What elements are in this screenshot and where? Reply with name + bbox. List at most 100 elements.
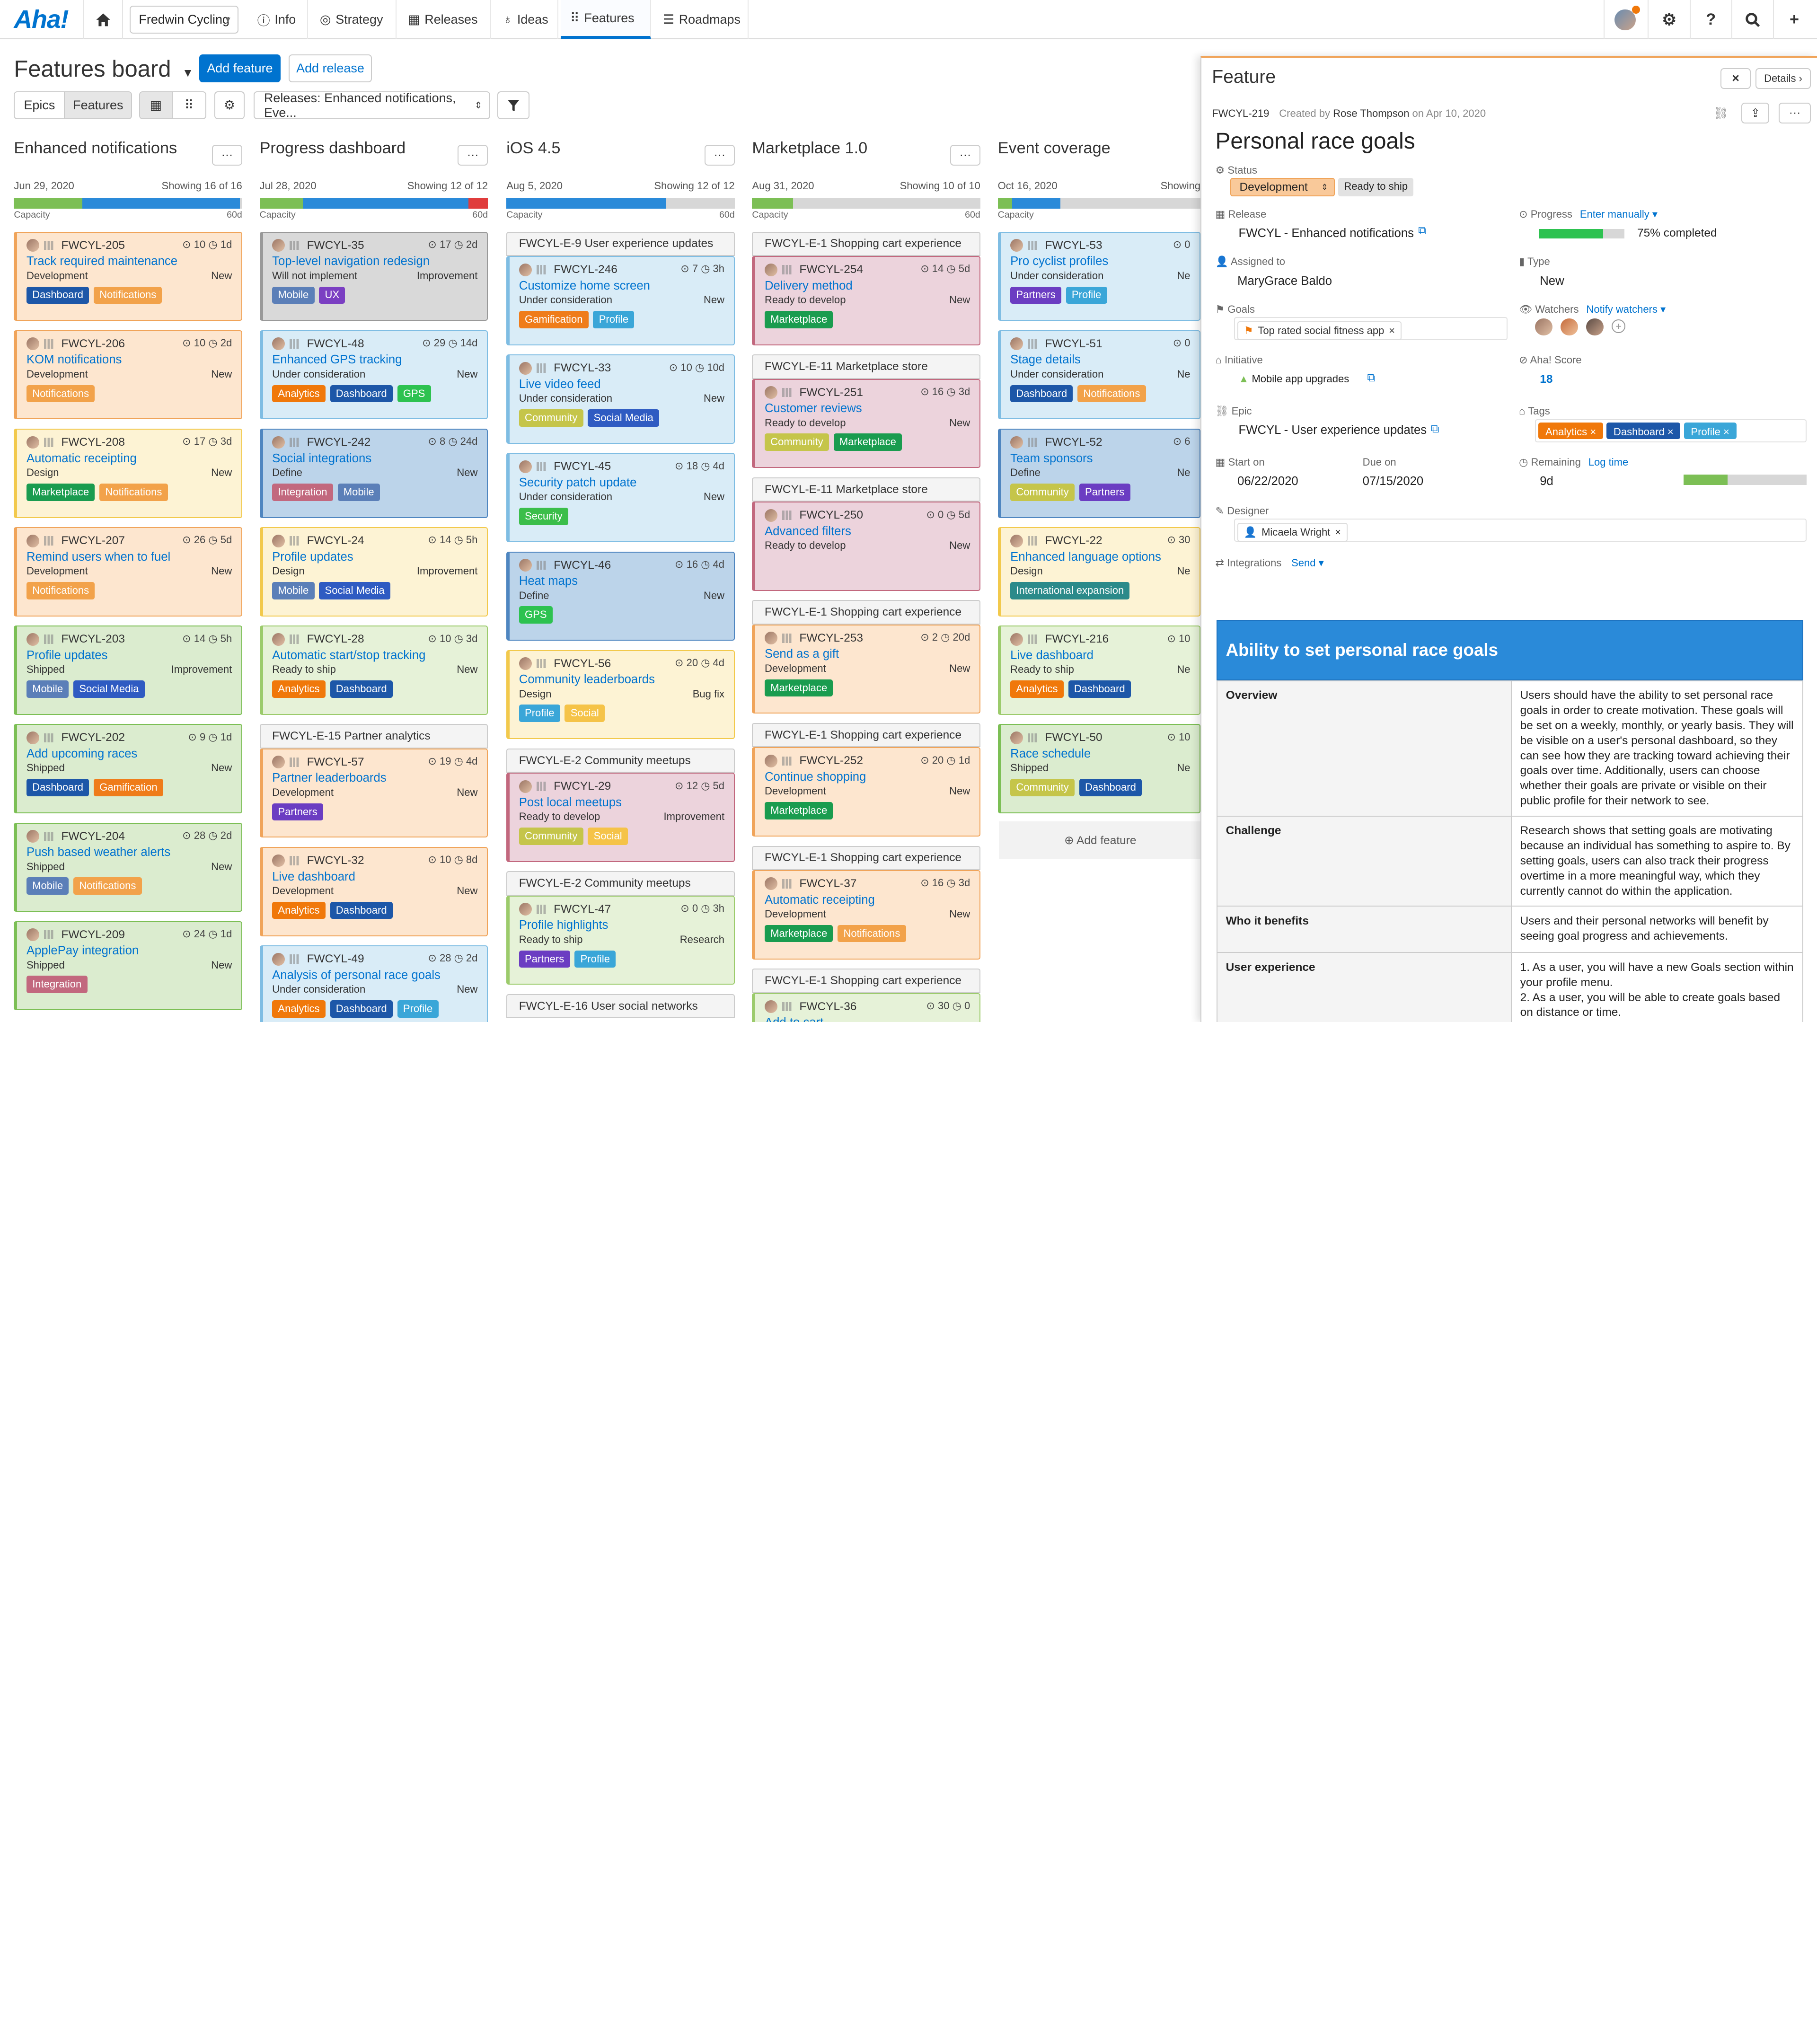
drag-handle-icon[interactable] — [536, 462, 547, 472]
due-value[interactable]: 07/15/2020 — [1362, 475, 1424, 488]
feature-title-link[interactable]: Social integrations — [272, 451, 372, 465]
feature-title-link[interactable]: Remind users when to fuel — [26, 550, 171, 564]
goals-field[interactable]: ⚑ Top rated social fitness app × — [1234, 317, 1508, 341]
feature-card[interactable]: FWCYL-209 ⊙ 24 ◷ 1d ApplePay integration Sh… — [14, 921, 242, 1011]
feature-title-link[interactable]: Live dashboard — [1010, 648, 1094, 662]
drag-handle-icon[interactable] — [536, 659, 547, 669]
tag-badge[interactable]: Community — [519, 409, 583, 427]
nav-releases[interactable]: ▦ Releases — [398, 0, 492, 40]
close-panel-icon[interactable]: × — [1720, 68, 1751, 89]
drag-handle-icon[interactable] — [536, 905, 547, 914]
search-icon[interactable] — [1731, 0, 1773, 40]
home-icon[interactable] — [83, 0, 123, 40]
feature-title-link[interactable]: Analysis of personal race goals — [272, 968, 441, 982]
feature-title-link[interactable]: Automatic receipting — [764, 893, 875, 907]
drag-handle-icon[interactable] — [782, 1002, 793, 1012]
epic-group-header[interactable]: FWCYL-E-16 User social networks — [506, 994, 735, 1019]
settings-gear-icon[interactable]: ⚙ — [1648, 0, 1689, 40]
drag-handle-icon[interactable] — [536, 265, 547, 274]
card-view-icon[interactable]: ▦ — [140, 92, 173, 119]
feature-title-link[interactable]: Add to cart — [765, 1016, 970, 1022]
board-settings-gear-icon[interactable]: ⚙ — [214, 91, 245, 120]
feature-card[interactable]: FWCYL-251 ⊙ 16 ◷ 3d Customer reviews Ready … — [752, 379, 980, 468]
tag-badge[interactable]: Integration — [26, 976, 88, 994]
feature-title-link[interactable]: Delivery method — [764, 279, 853, 292]
epic-group-header[interactable]: FWCYL-E-1 Shopping cart experience — [752, 846, 980, 871]
column-more-icon[interactable]: ··· — [704, 145, 735, 166]
feature-title-link[interactable]: Continue shopping — [764, 770, 866, 784]
feature-card[interactable]: FWCYL-51 ⊙ 0 Stage details Under considerat… — [997, 330, 1201, 420]
feature-title-link[interactable]: Security patch update — [519, 476, 637, 489]
release-name[interactable]: iOS 4.5 — [506, 139, 561, 157]
feature-title-link[interactable]: Profile highlights — [519, 918, 609, 932]
feature-card[interactable]: FWCYL-35 ⊙ 17 ◷ 2d Top-level navigation re… — [259, 231, 488, 321]
tag-badge[interactable]: Gamification — [93, 779, 163, 796]
remaining-value[interactable]: 9d — [1540, 475, 1553, 488]
tags-field[interactable]: Analytics × Dashboard × Profile × — [1535, 419, 1807, 442]
add-feature-button[interactable]: Add feature — [199, 54, 281, 82]
feature-card[interactable]: FWCYL-52 ⊙ 6 Team sponsors Define Ne Communit… — [997, 429, 1201, 518]
feature-title-link[interactable]: Automatic start/stop tracking — [272, 648, 426, 662]
epic-group-header[interactable]: FWCYL-E-1 Shopping cart experience — [752, 723, 980, 748]
feature-title-link[interactable]: Add upcoming races — [26, 747, 138, 760]
user-avatar[interactable] — [1604, 0, 1645, 40]
tag-badge[interactable]: Social Media — [319, 581, 390, 599]
drag-handle-icon[interactable] — [289, 856, 300, 865]
product-selector[interactable]: Fredwin Cycling ▼ — [130, 6, 239, 34]
external-link-icon[interactable]: ⧉ — [1418, 224, 1427, 238]
tag-badge[interactable]: Notifications — [93, 286, 162, 304]
feature-card[interactable]: FWCYL-204 ⊙ 28 ◷ 2d Push based weather ale… — [14, 822, 242, 912]
tag-badge[interactable]: Partners — [272, 803, 323, 821]
share-icon[interactable]: ⇪ — [1741, 103, 1770, 124]
drag-handle-icon[interactable] — [782, 511, 793, 520]
nav-roadmaps[interactable]: ☰ Roadmaps — [653, 0, 749, 40]
drag-handle-icon[interactable] — [44, 930, 54, 940]
drag-handle-icon[interactable] — [289, 536, 300, 546]
panel-tag[interactable]: Analytics × — [1538, 422, 1603, 439]
feature-title-link[interactable]: Live video feed — [519, 377, 601, 391]
tag-badge[interactable]: GPS — [397, 385, 431, 403]
tag-badge[interactable]: Notifications — [99, 483, 168, 501]
panel-tag[interactable]: Dashboard × — [1606, 422, 1681, 439]
drag-handle-icon[interactable] — [536, 782, 547, 792]
start-value[interactable]: 06/22/2020 — [1237, 475, 1298, 488]
feature-title-link[interactable]: Send as a gift — [764, 647, 839, 661]
epic-value[interactable]: FWCYL - User experience updates — [1238, 423, 1427, 437]
feature-title-link[interactable]: Track required maintenance — [26, 255, 178, 268]
tag-badge[interactable]: Notifications — [73, 877, 142, 895]
designer-field[interactable]: 👤 Micaela Wright × — [1234, 519, 1807, 542]
enter-manually-dropdown[interactable]: Enter manually ▾ — [1579, 208, 1658, 220]
tag-badge[interactable]: Security — [519, 508, 568, 525]
feature-title-link[interactable]: Enhanced language options — [1010, 550, 1161, 564]
epic-group-header[interactable]: FWCYL-E-2 Community meetups — [506, 748, 735, 773]
tag-badge[interactable]: Community — [519, 828, 583, 845]
feature-title-link[interactable]: Profile updates — [272, 550, 353, 564]
add-release-button[interactable]: Add release — [288, 54, 372, 82]
tag-badge[interactable]: UX — [319, 286, 345, 304]
feature-title-link[interactable]: Pro cyclist profiles — [1010, 255, 1109, 268]
feature-card[interactable]: FWCYL-252 ⊙ 20 ◷ 1d Continue shopping Devel… — [752, 747, 980, 837]
drag-handle-icon[interactable] — [1027, 733, 1038, 743]
tag-badge[interactable]: Profile — [1066, 286, 1107, 304]
tag-badge[interactable]: Social Media — [588, 409, 660, 427]
link-icon[interactable]: ⛓ — [1713, 107, 1729, 120]
tag-badge[interactable]: Partners — [1079, 483, 1130, 501]
nav-info[interactable]: ⓘ Info — [248, 0, 309, 40]
epic-group-header[interactable]: FWCYL-E-15 Partner analytics — [259, 724, 488, 749]
drag-handle-icon[interactable] — [782, 634, 793, 643]
nav-ideas[interactable]: ♁ Ideas — [494, 0, 559, 40]
tag-badge[interactable]: Profile — [574, 950, 616, 968]
drag-handle-icon[interactable] — [44, 733, 54, 743]
nav-strategy[interactable]: ◎ Strategy — [310, 0, 397, 40]
feature-card[interactable]: FWCYL-45 ⊙ 18 ◷ 4d Security patch update Un… — [506, 453, 735, 543]
tag-badge[interactable]: Dashboard — [330, 680, 393, 698]
tag-badge[interactable]: Profile — [593, 310, 635, 328]
epic-group-header[interactable]: FWCYL-E-1 Shopping cart experience — [752, 969, 980, 993]
tag-badge[interactable]: Partners — [519, 950, 570, 968]
tag-badge[interactable]: Social — [588, 828, 628, 845]
tag-badge[interactable]: Notifications — [26, 385, 95, 403]
feature-card[interactable]: FWCYL-242 ⊙ 8 ◷ 24d Social integrations Def… — [259, 429, 488, 518]
drag-handle-icon[interactable] — [1027, 240, 1038, 250]
tag-badge[interactable]: Mobile — [26, 877, 69, 895]
feature-card[interactable]: FWCYL-32 ⊙ 10 ◷ 8d Live dashboard Developme… — [259, 847, 488, 936]
